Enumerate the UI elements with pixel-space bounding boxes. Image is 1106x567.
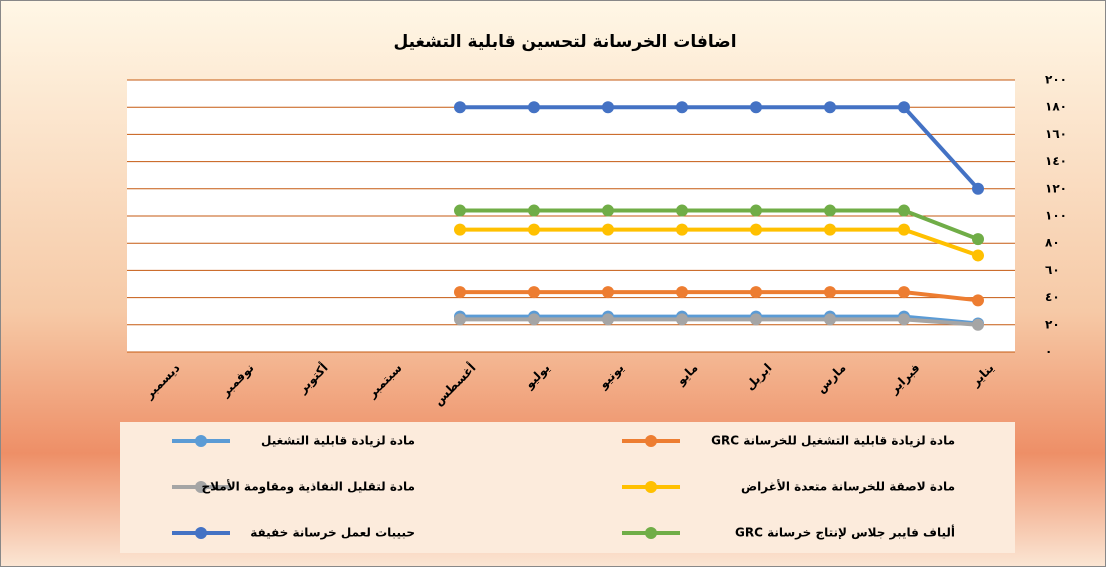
data-point — [898, 286, 910, 299]
data-point — [528, 204, 540, 217]
data-point — [528, 313, 540, 326]
data-point — [898, 313, 910, 326]
data-point — [972, 182, 984, 195]
legend-label: حبيبات لعمل خرسانة خفيفة — [250, 526, 415, 540]
data-point — [750, 286, 762, 299]
data-point — [972, 249, 984, 262]
series-line — [460, 317, 979, 327]
legend-marker — [195, 435, 207, 447]
legend-label: مادة لزيادة قابلية التشغيل للخرسانة GRC — [711, 434, 955, 448]
legend-marker — [195, 481, 207, 493]
y-tick-label: ١٨٠ — [1045, 100, 1067, 114]
data-point — [750, 223, 762, 236]
data-point — [824, 313, 836, 326]
data-point — [972, 233, 984, 246]
legend-label: مادة لزيادة قابلية التشغيل — [261, 434, 415, 448]
y-tick-label: ٢٠ — [1045, 317, 1060, 331]
series-line — [460, 105, 980, 191]
data-point — [824, 286, 836, 299]
data-point — [676, 101, 688, 114]
legend-marker — [645, 527, 657, 539]
data-point — [824, 101, 836, 114]
data-point — [750, 313, 762, 326]
data-point — [602, 286, 614, 299]
data-point — [602, 101, 614, 114]
data-point — [898, 101, 910, 114]
data-point — [454, 286, 466, 299]
y-tick-label: ٤٠ — [1045, 290, 1060, 304]
legend-marker — [645, 481, 657, 493]
data-point — [602, 223, 614, 236]
data-point — [750, 101, 762, 114]
legend-box — [120, 422, 1015, 553]
y-tick-label: ٠ — [1045, 345, 1052, 359]
y-tick-label: ١٢٠ — [1045, 181, 1067, 195]
legend-marker — [195, 527, 207, 539]
legend-label: ألياف فايبر جلاس لإنتاج خرسانة GRC — [735, 525, 955, 540]
y-tick-label: ٦٠ — [1045, 263, 1060, 277]
data-point — [824, 223, 836, 236]
data-point — [972, 294, 984, 307]
series-line — [460, 314, 979, 326]
data-point — [750, 204, 762, 217]
series-line — [460, 208, 979, 241]
data-point — [898, 223, 910, 236]
legend-label: مادة لتقليل النفاذية ومقاومة الأملاح — [202, 479, 415, 495]
data-point — [528, 223, 540, 236]
data-point — [602, 313, 614, 326]
y-tick-label: ٨٠ — [1045, 236, 1060, 250]
legend-marker — [645, 435, 657, 447]
y-tick-label: ١٤٠ — [1045, 154, 1067, 168]
data-point — [454, 313, 466, 326]
data-point — [528, 286, 540, 299]
data-point — [824, 204, 836, 217]
data-point — [528, 101, 540, 114]
y-tick-label: ١٠٠ — [1045, 209, 1067, 223]
series-line — [460, 290, 979, 303]
series-line — [460, 227, 979, 258]
data-point — [898, 204, 910, 217]
data-point — [972, 318, 984, 331]
chart-title: اضافات الخرسانة لتحسين قابلية التشغيل — [393, 32, 736, 52]
data-point — [676, 313, 688, 326]
y-tick-label: ٢٠٠ — [1045, 73, 1067, 87]
data-point — [454, 223, 466, 236]
data-point — [602, 204, 614, 217]
data-point — [454, 101, 466, 114]
data-point — [454, 204, 466, 217]
data-point — [676, 204, 688, 217]
data-point — [676, 286, 688, 299]
legend-label: مادة لاصقة للخرسانة متعدة الأغراض — [741, 479, 955, 494]
y-tick-label: ١٦٠ — [1045, 127, 1067, 141]
data-point — [676, 223, 688, 236]
